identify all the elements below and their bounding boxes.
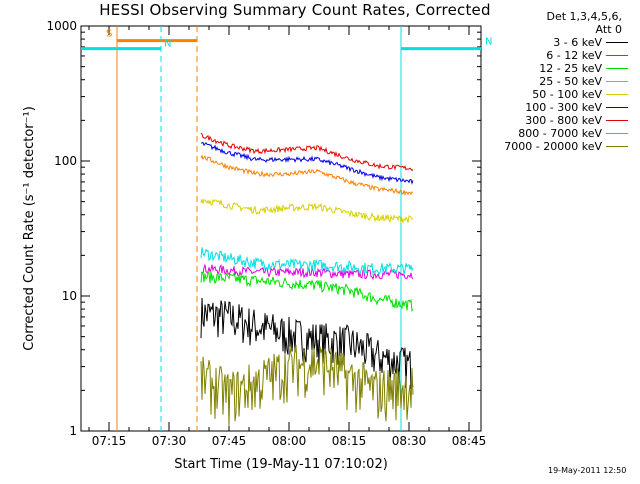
plot-frame [80,25,482,432]
series-line-4 [200,247,414,276]
y-axis-label: Corrected Count Rate (s⁻¹ detector⁻¹) [22,106,37,351]
legend-entry: 7000 - 20000 keV [470,140,630,153]
series-line-6 [200,141,414,185]
legend-swatch [606,107,628,108]
interval-label: N [485,37,492,48]
x-axis-label: Start Time (19-May-11 07:10:02) [174,457,388,472]
legend-entry: 300 - 800 keV [470,114,630,127]
legend: Det 1,3,4,5,6, Att 0 3 - 6 keV 6 - 12 keV… [470,10,630,153]
legend-swatch [606,133,628,134]
legend-entry-label: 7000 - 20000 keV [504,140,602,153]
legend-entry-label: 300 - 800 keV [525,114,602,127]
legend-entry-label: 25 - 50 keV [539,75,602,88]
legend-entry: 6 - 12 keV [470,49,630,62]
legend-entry: 3 - 6 keV [470,36,630,49]
series-line-5 [200,198,414,224]
legend-swatch [606,68,628,69]
legend-swatch [606,81,628,82]
legend-entry-label: 100 - 300 keV [525,101,602,114]
chart-title: HESSI Observing Summary Count Rates, Cor… [99,1,491,19]
legend-entry: 50 - 100 keV [470,88,630,101]
series-line-8 [200,154,414,197]
legend-entry: 800 - 7000 keV [470,127,630,140]
x-tick-label: 08:15 [332,434,367,448]
x-tick-label: 08:30 [392,434,427,448]
x-tick-label: 08:45 [452,434,487,448]
legend-swatch [606,120,628,121]
x-tick-label: 08:00 [272,434,307,448]
legend-entry: 12 - 25 keV [470,62,630,75]
x-tick-label: 07:45 [212,434,247,448]
interval-label-n: N [164,39,171,50]
legend-header-detectors: Det 1,3,4,5,6, [546,10,622,23]
timestamp: 19-May-2011 12:50 [548,466,627,475]
y-tick-label: 1 [69,424,77,438]
interval-label: S [106,29,112,40]
x-tick-label: 07:30 [152,434,187,448]
legend-swatch [606,94,628,95]
series-line-9 [200,344,414,427]
legend-entry-label: 800 - 7000 keV [518,127,602,140]
legend-swatch [606,55,628,56]
legend-swatch [606,42,628,43]
legend-entry-label: 50 - 100 keV [532,88,602,101]
legend-entry-label: 3 - 6 keV [553,36,602,49]
legend-entry-label: 6 - 12 keV [546,49,602,62]
legend-header-attenuator: Att 0 [595,23,622,36]
plot-area: 1 10 100 1000 07:15 07:30 07:45 08:00 08:15 08:30… [22,19,492,472]
y-tick-label: 1000 [46,19,77,33]
legend-entry: 25 - 50 keV [470,75,630,88]
x-tick-label: 07:15 [92,434,127,448]
series-line-7 [200,132,414,172]
legend-entry: 100 - 300 keV [470,101,630,114]
legend-swatch [606,146,628,147]
series-line-3 [200,270,414,312]
y-tick-label: 10 [62,289,77,303]
legend-entry-label: 12 - 25 keV [539,62,602,75]
series-line-2 [200,264,414,281]
legend-entries: 3 - 6 keV 6 - 12 keV 12 - 25 keV 25 - 50 ke… [470,36,630,153]
series-line-1 [200,297,414,389]
y-tick-label: 100 [54,154,77,168]
